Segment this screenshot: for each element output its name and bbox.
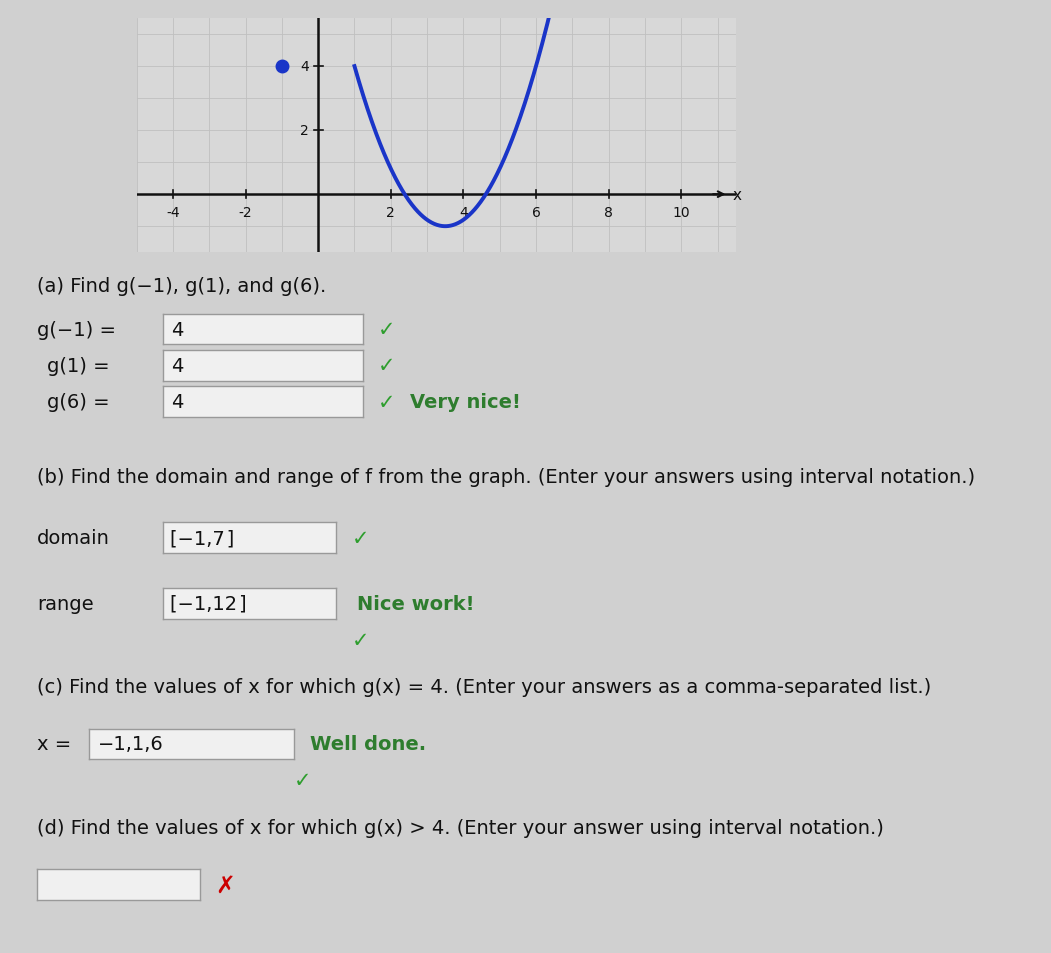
Text: (a) Find g(−1), g(1), and g(6).: (a) Find g(−1), g(1), and g(6). (37, 276, 326, 295)
Text: Nice work!: Nice work! (357, 595, 475, 614)
Text: [−1,12 ]: [−1,12 ] (170, 595, 247, 614)
Text: ✓: ✓ (352, 528, 370, 548)
Text: -2: -2 (239, 206, 252, 220)
Text: x: x (733, 188, 741, 202)
Text: ✓: ✓ (378, 320, 396, 339)
Text: Well done.: Well done. (310, 735, 426, 754)
Text: ✓: ✓ (352, 630, 370, 650)
Text: range: range (37, 595, 94, 614)
Text: -4: -4 (166, 206, 180, 220)
Text: g(1) =: g(1) = (47, 356, 110, 375)
Text: 4: 4 (171, 356, 183, 375)
Text: x =: x = (37, 735, 71, 754)
Text: g(−1) =: g(−1) = (37, 320, 116, 339)
Text: 4: 4 (171, 320, 183, 339)
Text: 8: 8 (604, 206, 613, 220)
Text: 10: 10 (673, 206, 691, 220)
Text: −1,1,6: −1,1,6 (98, 735, 163, 754)
Text: ✓: ✓ (294, 770, 312, 790)
Text: (b) Find the domain and range of f from the graph. (Enter your answers using int: (b) Find the domain and range of f from … (37, 467, 975, 486)
Text: (d) Find the values of x for which g(x) > 4. (Enter your answer using interval n: (d) Find the values of x for which g(x) … (37, 818, 884, 837)
Text: domain: domain (37, 529, 109, 548)
Text: Very nice!: Very nice! (410, 393, 520, 412)
Text: 4: 4 (459, 206, 468, 220)
Text: ✓: ✓ (378, 356, 396, 375)
Text: 2: 2 (301, 124, 309, 138)
Text: ✓: ✓ (378, 393, 396, 412)
Text: 2: 2 (387, 206, 395, 220)
Text: (c) Find the values of x for which g(x) = 4. (Enter your answers as a comma-sepa: (c) Find the values of x for which g(x) … (37, 678, 931, 697)
Text: 6: 6 (532, 206, 540, 220)
Text: [−1,7 ]: [−1,7 ] (170, 529, 234, 548)
Text: 4: 4 (301, 60, 309, 74)
Text: ✗: ✗ (215, 872, 235, 897)
Text: 4: 4 (171, 393, 183, 412)
Text: g(6) =: g(6) = (47, 393, 110, 412)
